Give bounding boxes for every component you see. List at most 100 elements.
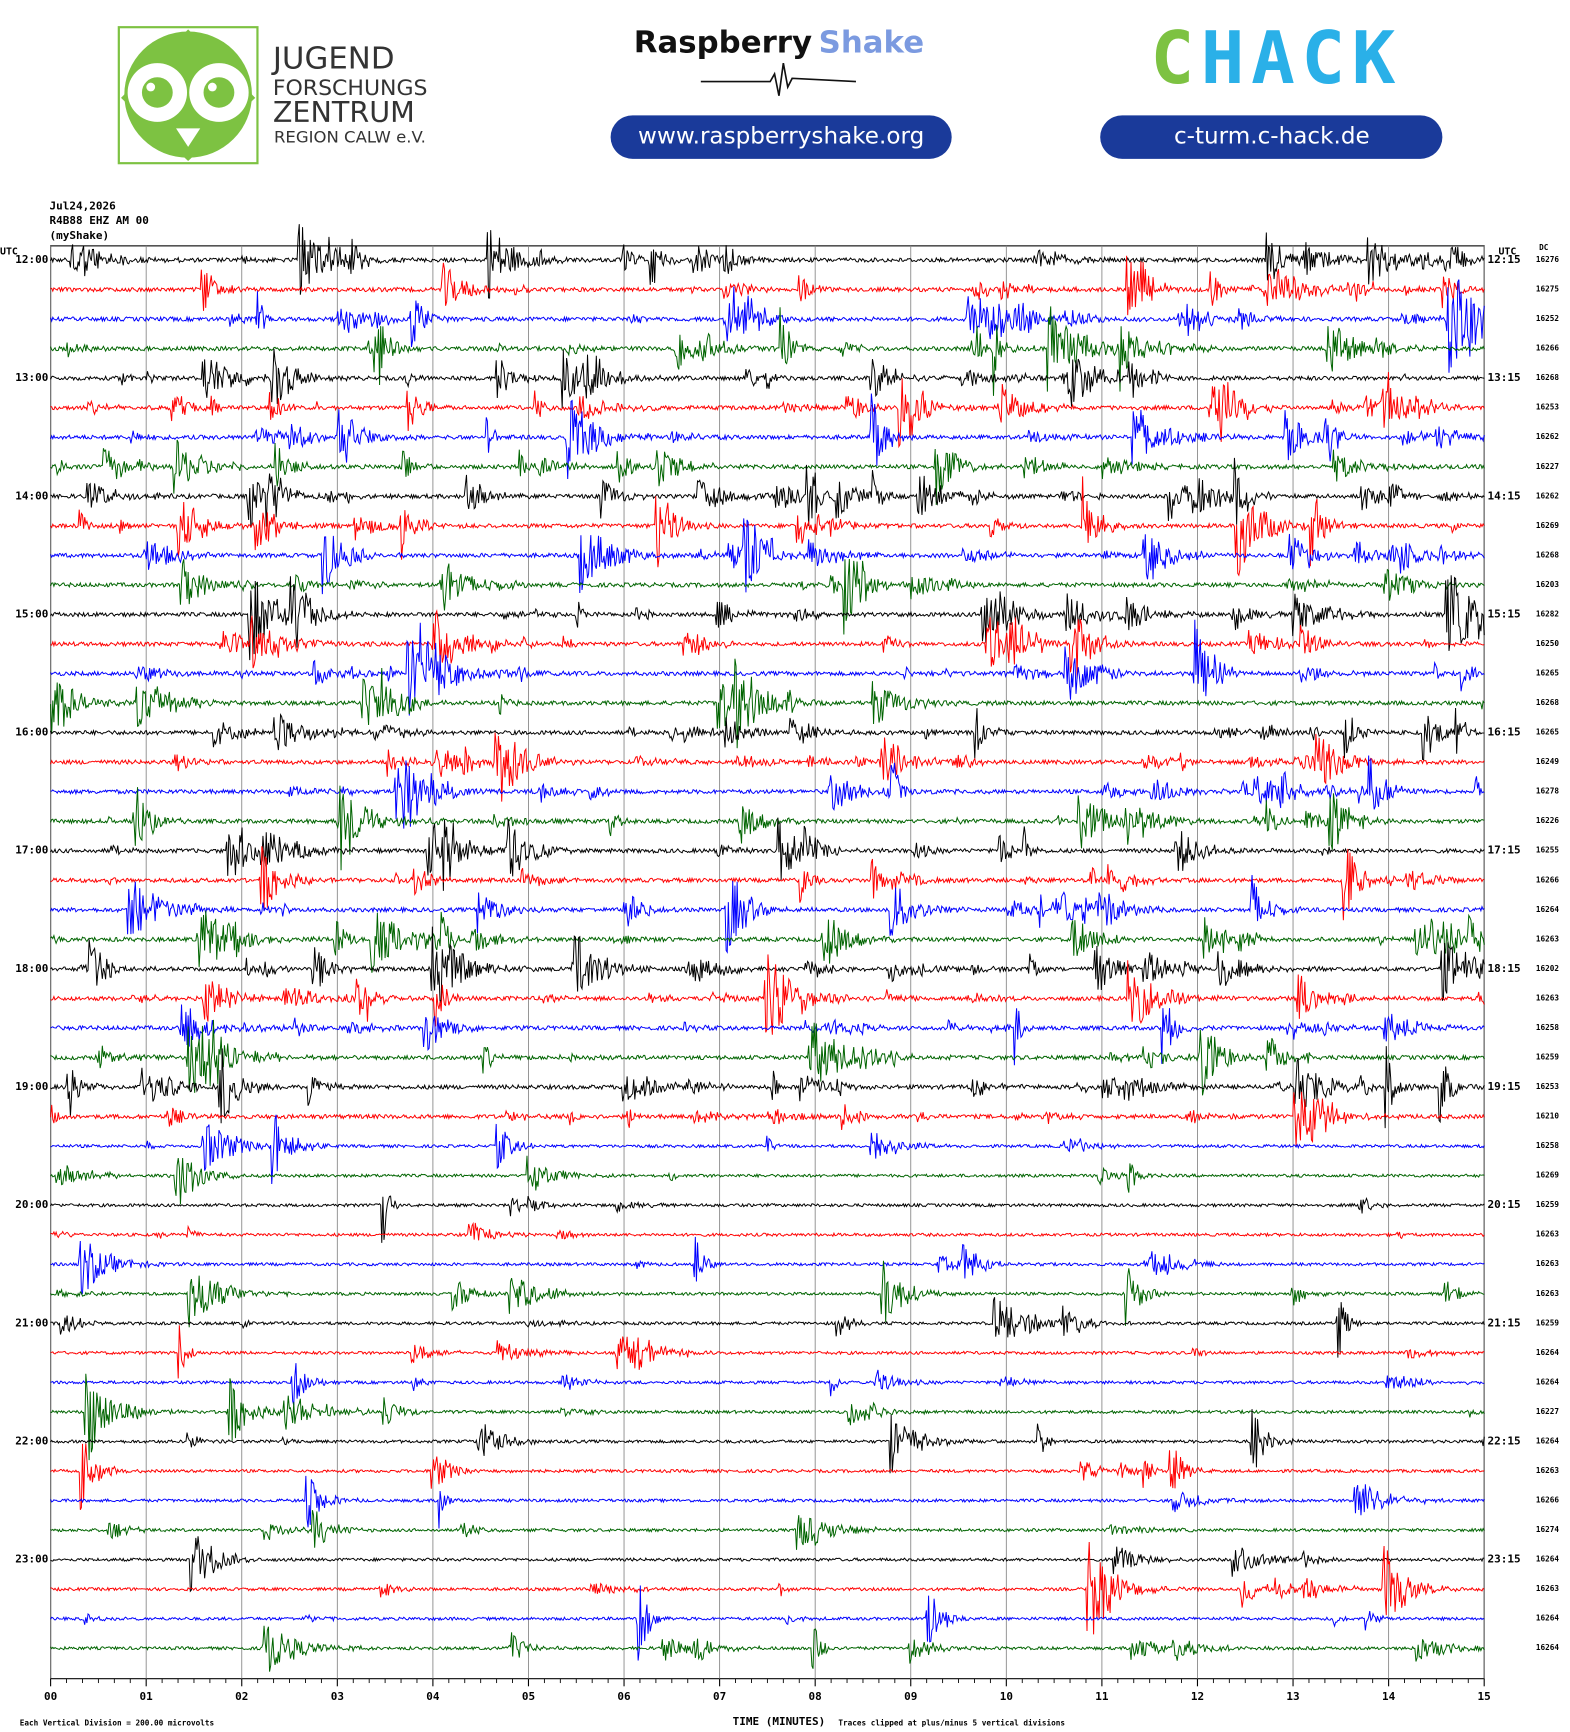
- x-tick-label: 13: [1286, 1690, 1299, 1703]
- dc-value: 16263: [1536, 1584, 1560, 1593]
- x-tick-label: 04: [426, 1690, 440, 1703]
- footer: Each Vertical Division = 200.00 microvol…: [20, 1718, 214, 1727]
- url-pill[interactable]: [1100, 115, 1443, 159]
- trace: [50, 575, 1485, 661]
- hour-label: 16:00: [15, 726, 48, 739]
- dc-value: 16264: [1536, 905, 1560, 914]
- traces: [50, 224, 1485, 1672]
- x-tick-label: 15: [1478, 1690, 1491, 1703]
- dc-value: 16268: [1536, 698, 1560, 707]
- dc-value: 16263: [1536, 1230, 1560, 1239]
- hour-label: 18:00: [15, 962, 48, 975]
- hour-label: 15:00: [15, 607, 48, 620]
- x-tick-label: 00: [44, 1690, 57, 1703]
- info: R4B88 EHZ AM 00: [50, 214, 149, 227]
- hour-label: 12:00: [15, 253, 48, 266]
- chack-c: C: [1150, 17, 1200, 101]
- dc-value: 16259: [1536, 1318, 1560, 1327]
- trace: [50, 476, 1485, 577]
- dc-value: 16266: [1536, 1496, 1560, 1505]
- hour-label: 22:15: [1487, 1435, 1520, 1448]
- trace: [50, 785, 1485, 871]
- dc-value: 16253: [1536, 1082, 1560, 1091]
- dc-value: 16203: [1536, 580, 1560, 589]
- trace: [50, 1325, 1485, 1379]
- trace: [50, 1046, 1485, 1129]
- url[interactable]: www.raspberryshake.org: [638, 124, 924, 150]
- dc-value: 16266: [1536, 875, 1560, 884]
- trace: [50, 619, 1485, 716]
- x-tick-label: 14: [1382, 1690, 1396, 1703]
- dc-value: 16266: [1536, 344, 1560, 353]
- utc-label: UTC: [1498, 246, 1516, 257]
- chack-rest: HACK: [1201, 17, 1402, 101]
- rs-word: Raspberry: [634, 25, 812, 60]
- url[interactable]: c-turm.c-hack.de: [1174, 124, 1370, 150]
- dc-value: 16265: [1536, 728, 1560, 737]
- trace: [50, 954, 1485, 1035]
- x-tick-label: 06: [617, 1690, 630, 1703]
- hour-label: 21:00: [15, 1316, 48, 1329]
- trace: [50, 348, 1485, 409]
- dc-value: 16263: [1536, 1259, 1560, 1268]
- url-pill[interactable]: [610, 115, 952, 159]
- trace: [50, 306, 1485, 396]
- rs-wave: [700, 62, 857, 96]
- hour-label: 12:15: [1487, 253, 1520, 266]
- trace: [50, 1155, 1485, 1205]
- hour-label: 14:00: [15, 489, 48, 502]
- hour-label: 20:15: [1487, 1198, 1520, 1211]
- x-tick-label: 07: [713, 1690, 726, 1703]
- x-tick-label: 11: [1095, 1690, 1109, 1703]
- x-tick-label: 01: [140, 1690, 154, 1703]
- logo-text: ZENTRUM: [273, 96, 415, 129]
- x-axis-label: TIME (MINUTES): [733, 1715, 826, 1728]
- trace: [50, 279, 1485, 373]
- trace: [50, 1409, 1485, 1474]
- x-tick-label: 05: [522, 1690, 535, 1703]
- dc-title: DC: [1539, 243, 1549, 252]
- utc-label: UTC: [0, 246, 18, 257]
- x-tick-label: 03: [331, 1690, 344, 1703]
- dc-value: 16249: [1536, 757, 1560, 766]
- dc-value: 16226: [1536, 816, 1560, 825]
- dc-value: 16264: [1536, 1377, 1560, 1386]
- dc-value: 16264: [1536, 1437, 1560, 1446]
- footer: Traces clipped at plus/minus 5 vertical …: [838, 1718, 1065, 1727]
- trace: [50, 1297, 1485, 1358]
- trace: [50, 558, 1485, 635]
- trace: [50, 1585, 1485, 1661]
- x-tick-label: 02: [235, 1690, 248, 1703]
- dc-value: 16262: [1536, 432, 1559, 441]
- trace: [50, 1091, 1485, 1146]
- trace: [50, 755, 1485, 829]
- owl-logo: [117, 26, 259, 165]
- x-tick-label: 08: [809, 1690, 822, 1703]
- hour-label: 13:15: [1487, 371, 1520, 384]
- rs-word: Shake: [819, 25, 924, 60]
- trace: [50, 846, 1485, 921]
- trace: [50, 1236, 1485, 1295]
- dc-value: 16262: [1536, 491, 1559, 500]
- hour-label: 23:15: [1487, 1553, 1520, 1566]
- dc-value: 16264: [1536, 1643, 1560, 1652]
- dc-value: 16252: [1536, 314, 1559, 323]
- trace: [50, 1373, 1485, 1461]
- dc-value: 16265: [1536, 669, 1560, 678]
- trace: [50, 708, 1485, 761]
- trace: [50, 1363, 1485, 1406]
- trace: [50, 439, 1485, 506]
- dc-value: 16227: [1536, 1407, 1560, 1416]
- dc-value: 16259: [1536, 1053, 1560, 1062]
- trace: [50, 1019, 1485, 1096]
- x-tick-label: 12: [1191, 1690, 1204, 1703]
- trace: [50, 732, 1485, 802]
- trace: [50, 372, 1485, 449]
- trace: [50, 1510, 1485, 1550]
- logo-text: JUGEND: [271, 41, 395, 76]
- trace: [50, 457, 1485, 528]
- trace: [50, 875, 1485, 954]
- trace: [50, 393, 1485, 480]
- info: Jul24,2026: [50, 200, 116, 213]
